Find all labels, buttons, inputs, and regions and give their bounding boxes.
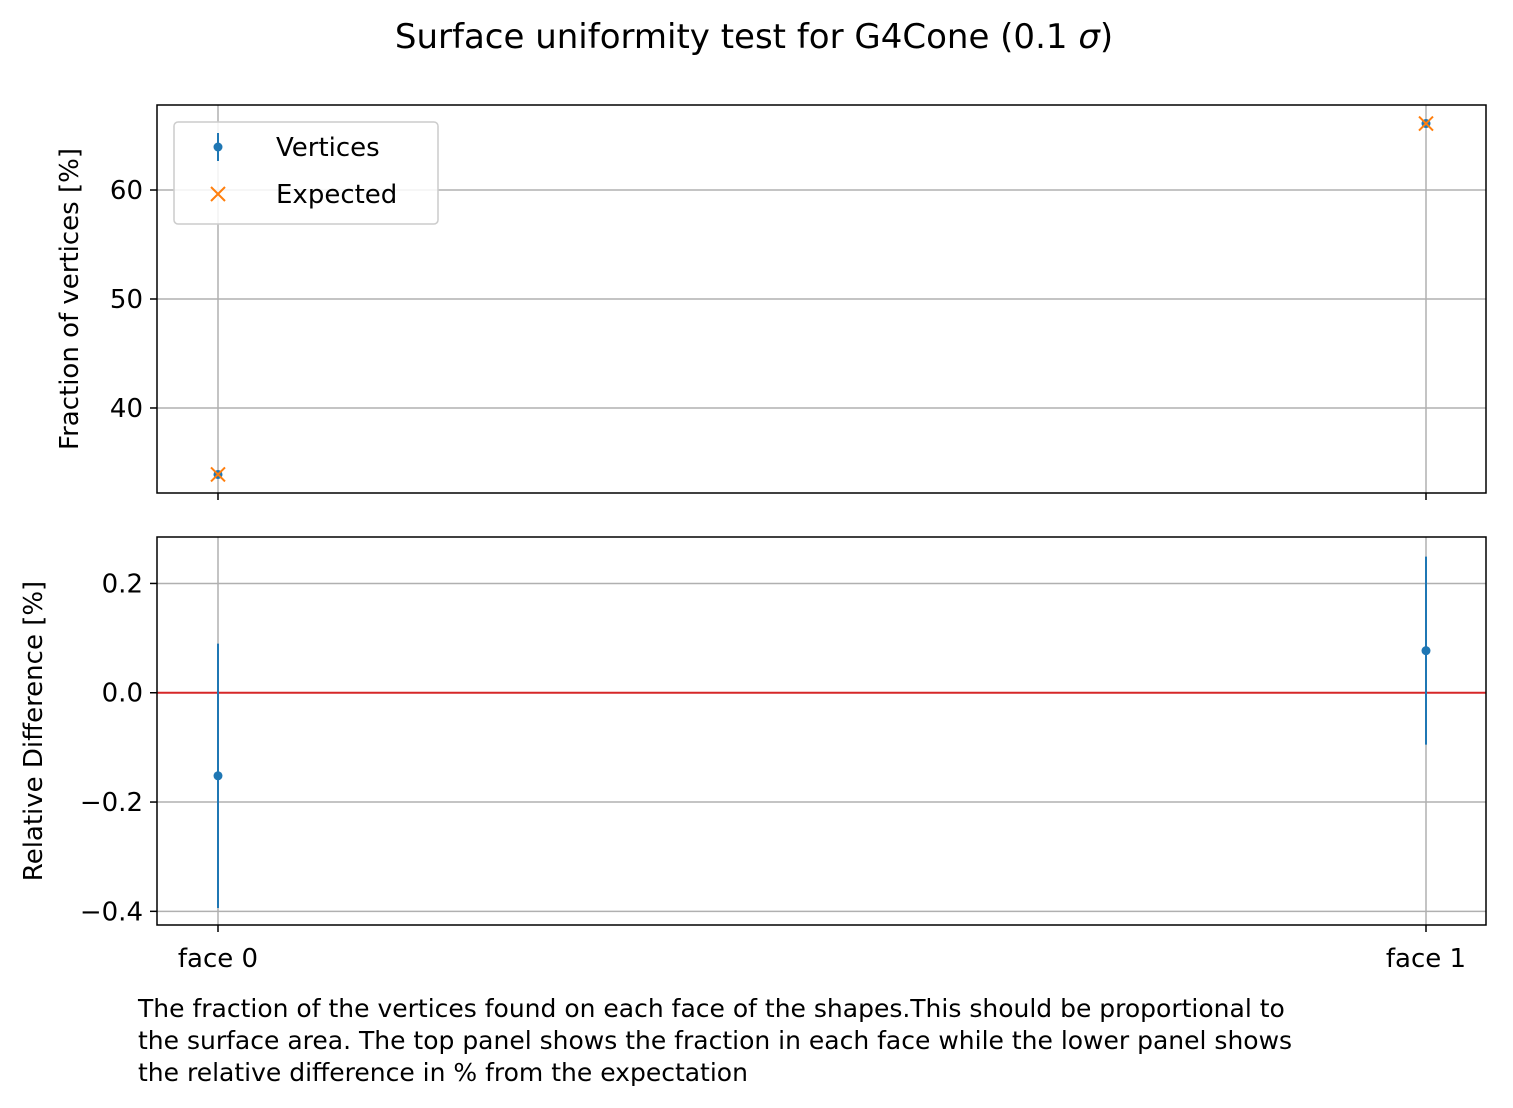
chart: Surface uniformity test for G4Cone (0.1 …	[19, 17, 1487, 974]
bottom-ytick-label: 0.2	[102, 569, 143, 599]
chart-title: Surface uniformity test for G4Cone (0.1 …	[395, 17, 1113, 57]
top-ylabel: Fraction of vertices [%]	[55, 148, 85, 450]
legend-expected-marker	[210, 186, 226, 202]
xtick-label: face 0	[178, 944, 258, 974]
legend-label: Vertices	[276, 133, 380, 163]
bottom-data-point	[213, 771, 223, 781]
top-ytick-label: 50	[110, 285, 143, 315]
bottom-data-point	[1421, 646, 1431, 656]
top-expected-marker	[1418, 115, 1434, 132]
bottom-panel: −0.4 −0.2 0.0 0.2 Relative Difference [%] fac…	[19, 536, 1487, 974]
chart-title-suffix: )	[1100, 17, 1113, 57]
legend: Vertices Expected	[173, 121, 439, 225]
bottom-ytick-label: −0.2	[80, 788, 143, 818]
xtick-label: face 1	[1386, 944, 1466, 974]
legend-vertices-marker	[213, 142, 223, 152]
legend-box	[173, 121, 439, 225]
top-ytick-label: 40	[110, 394, 143, 424]
top-expected-marker	[210, 466, 226, 483]
top-ytick-label: 60	[110, 176, 143, 206]
bottom-ytick-label: −0.4	[80, 897, 143, 927]
chart-title-prefix: Surface uniformity test for G4Cone (0.1	[395, 17, 1078, 57]
legend-label: Expected	[276, 180, 397, 210]
top-panel: 40 50 60 Fraction of vertices [%] Vertices Ex…	[55, 104, 1487, 500]
bottom-axes-frame	[156, 536, 1487, 926]
bottom-ytick-label: 0.0	[102, 679, 143, 709]
chart-title-sigma: σ	[1078, 17, 1101, 57]
bottom-ylabel: Relative Difference [%]	[19, 581, 49, 881]
figure-caption: The fraction of the vertices found on ea…	[138, 994, 1293, 1087]
top-axes-frame	[156, 104, 1487, 494]
